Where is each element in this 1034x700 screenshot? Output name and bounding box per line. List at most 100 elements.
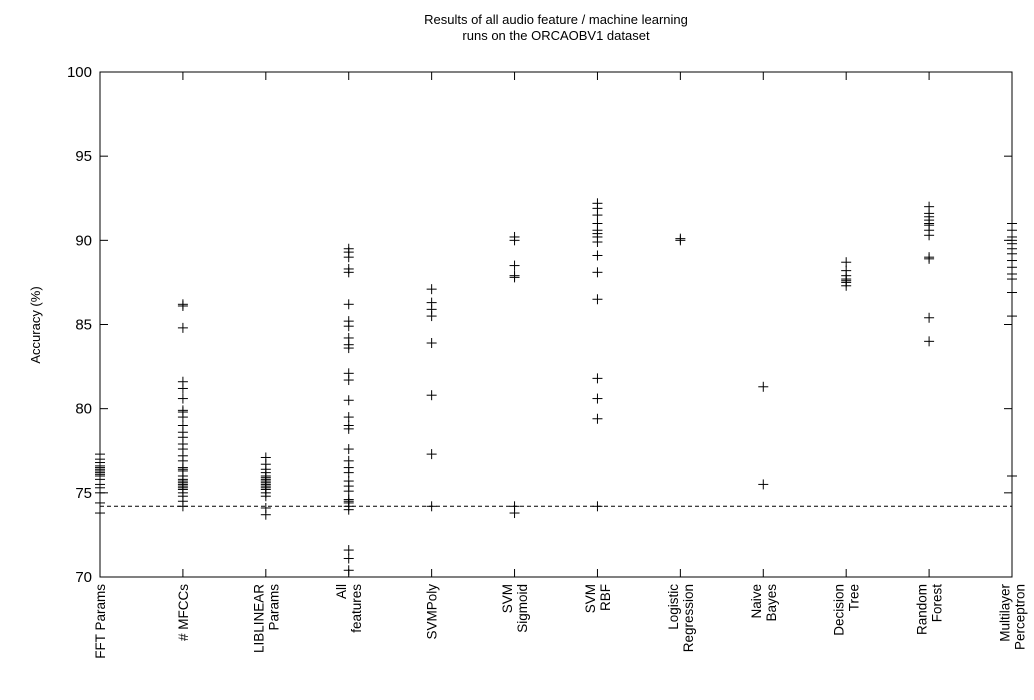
y-tick-label: 70 <box>75 569 92 586</box>
chart-title: Results of all audio feature / machine l… <box>424 12 688 43</box>
x-tick-label-line: SVM <box>583 584 598 613</box>
data-point <box>177 501 188 512</box>
x-tick-label: Logistic Regression <box>666 584 696 653</box>
data-point <box>177 322 188 333</box>
x-tick-label-line: Bayes <box>764 584 779 622</box>
data-point <box>509 260 520 271</box>
data-point <box>924 230 935 241</box>
y-axis: 70 75 80 85 90 95 100 <box>67 64 1012 586</box>
x-tick-label-line: features <box>349 584 364 633</box>
data-point <box>509 508 520 519</box>
data-point <box>343 486 354 497</box>
x-tick-label-line: Random <box>915 584 930 635</box>
y-tick-label: 75 <box>75 485 92 502</box>
data-point <box>1007 287 1017 298</box>
x-tick-label-line: SVMPoly <box>425 584 440 640</box>
data-point <box>1007 274 1017 285</box>
data-point <box>758 479 769 490</box>
data-point <box>426 449 437 460</box>
data-point <box>426 284 437 295</box>
x-tick-label: SVM Sigmoid <box>500 584 530 633</box>
x-tick-label: All features <box>334 584 364 633</box>
x-tick-label-line: Multilayer <box>998 583 1013 641</box>
y-axis-label: Accuracy (%) <box>28 286 43 363</box>
y-tick-label: 100 <box>67 64 92 81</box>
x-tick-label-line: SVM <box>500 584 515 613</box>
x-tick-label-line: Sigmoid <box>515 584 530 633</box>
data-point <box>343 252 354 263</box>
data-point <box>343 553 354 564</box>
data-point <box>592 237 603 248</box>
x-tick-label: LIBLINEAR Params <box>251 584 281 653</box>
data-point <box>95 508 105 519</box>
data-point <box>343 395 354 406</box>
data-point <box>592 267 603 278</box>
data-point <box>343 412 354 423</box>
data-point <box>675 235 686 246</box>
data-point <box>426 311 437 322</box>
data-point <box>592 294 603 305</box>
chart-title-line: Results of all audio feature / machine l… <box>424 12 688 27</box>
x-tick-label-line: LIBLINEAR <box>251 584 266 653</box>
data-point <box>509 235 520 246</box>
data-point <box>592 250 603 261</box>
data-point <box>343 267 354 278</box>
data-point <box>426 390 437 401</box>
y-tick-label: 90 <box>75 232 92 249</box>
data-point <box>343 423 354 434</box>
data-point <box>841 257 852 268</box>
data-point <box>924 336 935 347</box>
data-point <box>509 272 520 283</box>
x-tick-label: Decision Tree <box>832 584 862 636</box>
chart-title-line: runs on the ORCAOBV1 dataset <box>462 28 650 43</box>
data-point <box>95 497 105 508</box>
data-point <box>343 467 354 478</box>
data-point <box>177 412 188 423</box>
data-point <box>924 253 935 264</box>
data-point <box>1007 471 1017 481</box>
data-point <box>592 501 603 512</box>
y-tick-label: 95 <box>75 148 92 165</box>
x-tick-label-line: FFT Params <box>93 584 108 659</box>
x-tick-label-line: Decision <box>832 584 847 636</box>
data-point <box>343 444 354 455</box>
data-point <box>426 501 437 512</box>
x-tick-label-line: Logistic <box>666 584 681 630</box>
x-tick-label-line: # MFCCs <box>176 584 191 641</box>
x-tick-label: SVMPoly <box>425 584 440 640</box>
data-point <box>758 381 769 392</box>
x-tick-label: SVM RBF <box>583 584 613 613</box>
data-point <box>343 565 354 576</box>
plot-area <box>99 71 1013 578</box>
data-point <box>592 210 603 221</box>
data-point <box>343 343 354 354</box>
data-point <box>592 393 603 404</box>
data-point <box>260 509 271 520</box>
data-point <box>260 491 271 502</box>
data-point <box>343 504 354 515</box>
x-tick-label-line: Regression <box>681 584 696 652</box>
data-point <box>592 413 603 424</box>
x-tick-label-line: Forest <box>930 584 945 623</box>
data-point <box>177 393 188 404</box>
data-point <box>426 338 437 349</box>
data-point <box>343 375 354 386</box>
x-tick-label-line: Perceptron <box>1013 584 1028 650</box>
x-tick-label-line: All <box>334 584 349 599</box>
x-tick-label: Multilayer Perceptron <box>998 583 1028 650</box>
y-tick-label: 85 <box>75 317 92 334</box>
x-tick-label-line: Params <box>266 584 281 631</box>
data-point <box>1007 311 1017 322</box>
data-point <box>177 383 188 394</box>
x-tick-label-line: Tree <box>847 584 862 611</box>
data-points <box>95 198 1017 576</box>
x-axis: FFT Params # MFCCs LIBLINEAR Params All featu… <box>93 72 1028 659</box>
data-point <box>343 321 354 332</box>
y-tick-label: 80 <box>75 401 92 418</box>
x-tick-label: Random Forest <box>915 584 945 635</box>
data-point <box>592 373 603 384</box>
x-tick-label: # MFCCs <box>176 584 191 641</box>
data-point <box>343 299 354 310</box>
data-point <box>95 487 105 498</box>
